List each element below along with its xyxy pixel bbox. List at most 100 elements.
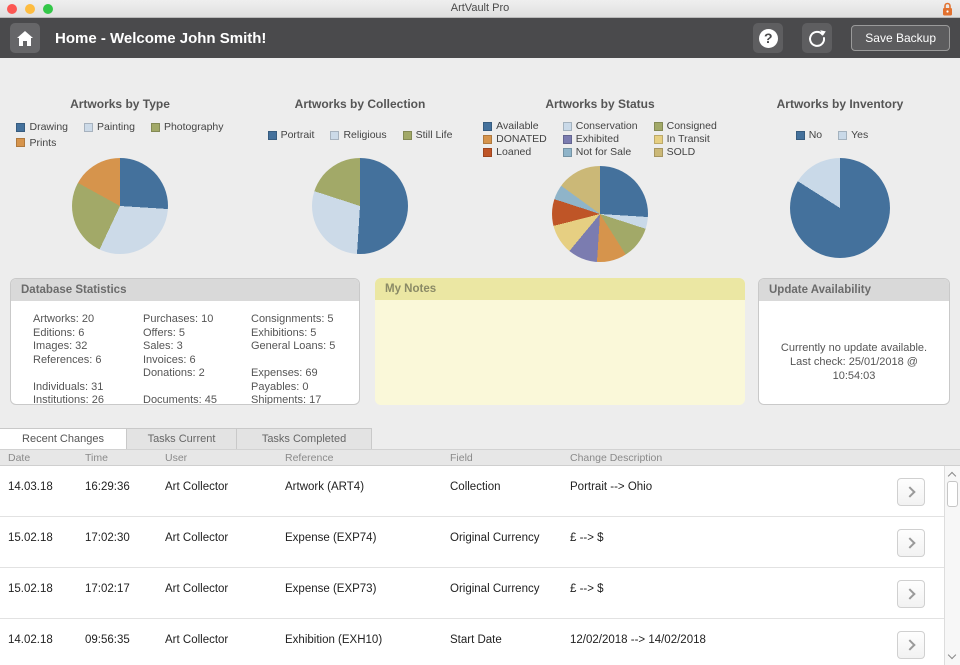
save-backup-button[interactable]: Save Backup <box>851 25 950 51</box>
legend-swatch <box>562 147 572 157</box>
refresh-button[interactable] <box>802 23 833 53</box>
help-button[interactable]: ? <box>753 23 784 53</box>
scroll-up-arrow[interactable] <box>947 470 957 481</box>
my-notes-panel: My Notes <box>375 278 745 405</box>
column-header-field: Field <box>450 451 473 464</box>
legend-swatch <box>150 122 160 132</box>
stat-line: Images: 32 <box>33 340 88 352</box>
cell-date: 14.02.18 <box>8 634 53 646</box>
table-row[interactable]: 14.02.18 09:56:35 Art Collector Exhibition … <box>0 619 944 665</box>
my-notes-input[interactable] <box>375 300 745 405</box>
legend-item-conservation: Conservation <box>562 120 638 132</box>
legend-item-drawing: Drawing <box>16 120 68 135</box>
legend-item-available: Available <box>483 120 539 132</box>
chart-legend: Available Conservation Consigned DONATED Exh… <box>480 120 720 158</box>
maximize-window-button[interactable] <box>43 4 53 14</box>
pie-artworks-by-status <box>552 166 648 262</box>
legend-item-not-for-sale: Not for Sale <box>562 146 631 158</box>
row-detail-button[interactable] <box>897 529 925 557</box>
tab-tasks-completed[interactable]: Tasks Completed <box>237 428 372 449</box>
cell-date: 15.02.18 <box>8 532 53 544</box>
legend-label: Exhibited <box>575 133 619 145</box>
update-message-line1: Currently no update available. <box>780 342 928 354</box>
legend-item-donated: DONATED <box>483 133 547 145</box>
my-notes-title: My Notes <box>375 278 745 300</box>
row-detail-button[interactable] <box>897 631 925 659</box>
update-availability-message: Currently no update available. Last chec… <box>759 301 949 383</box>
column-header-reference: Reference <box>285 451 334 464</box>
legend-swatch <box>795 130 805 140</box>
home-button[interactable] <box>10 23 40 53</box>
help-icon: ? <box>758 28 778 48</box>
legend-item-sold: SOLD <box>653 146 695 158</box>
stat-line: Individuals: 31 <box>33 380 104 393</box>
cell-reference: Expense (EXP74) <box>285 532 377 544</box>
stat-line <box>251 354 335 368</box>
legend-swatch <box>653 121 663 131</box>
chart-artworks-by-collection: Artworks by Collection Portrait Religious S… <box>240 58 480 278</box>
stat-line: Artworks: 20 <box>33 313 95 325</box>
close-window-button[interactable] <box>7 4 17 14</box>
cell-user: Art Collector <box>165 634 229 646</box>
pie-artworks-by-inventory <box>790 158 890 258</box>
cell-user: Art Collector <box>165 583 229 595</box>
cell-time: 09:56:35 <box>85 634 130 646</box>
cell-change-description: £ --> $ <box>570 583 604 595</box>
tab-tasks-current[interactable]: Tasks Current <box>127 428 237 449</box>
cell-reference: Expense (EXP73) <box>285 583 377 595</box>
refresh-icon <box>809 30 827 47</box>
cell-field: Collection <box>450 481 501 493</box>
legend-label: Photography <box>163 121 224 134</box>
legend-label: Religious <box>343 129 387 141</box>
legend-swatch <box>483 134 493 144</box>
legend-swatch <box>562 121 572 131</box>
legend-label: In Transit <box>666 133 710 145</box>
update-availability-panel: Update Availability Currently no update … <box>758 278 950 405</box>
scrollbar[interactable] <box>944 466 960 665</box>
chart-artworks-by-type: Artworks by Type Drawing Painting Photograp… <box>0 58 240 278</box>
legend-label: Prints <box>29 136 57 149</box>
chart-legend: Drawing Painting Photography Prints <box>0 120 240 150</box>
legend-swatch <box>653 147 663 157</box>
stat-line: Exhibitions: 5 <box>251 326 317 339</box>
legend-label: Painting <box>97 121 135 134</box>
recent-changes-table: 14.03.18 16:29:36 Art Collector Artwork (AR… <box>0 466 944 665</box>
window-title: ArtVault Pro <box>450 2 510 14</box>
cell-change-description: £ --> $ <box>570 532 604 544</box>
tab-recent-changes[interactable]: Recent Changes <box>0 428 127 449</box>
titlebar: ArtVault Pro <box>0 0 960 18</box>
chart-artworks-by-inventory: Artworks by Inventory No Yes <box>720 58 960 278</box>
page-title: Home - Welcome John Smith! <box>55 29 267 47</box>
cell-change-description: Portrait --> Ohio <box>570 481 653 493</box>
cell-time: 17:02:30 <box>85 532 130 544</box>
tab-bar: Recent Changes Tasks Current Tasks Complet… <box>0 428 960 449</box>
table-row[interactable]: 15.02.18 17:02:17 Art Collector Expense (EX… <box>0 568 944 619</box>
row-detail-button[interactable] <box>897 580 925 608</box>
stat-line: Shipments: 17 <box>251 394 322 405</box>
legend-item-in-transit: In Transit <box>653 133 710 145</box>
stat-line: Institutions: 26 <box>33 394 104 405</box>
app-header: Home - Welcome John Smith! ? Save Backup <box>0 18 960 58</box>
update-availability-title: Update Availability <box>759 279 949 301</box>
legend-swatch <box>84 122 93 132</box>
scroll-down-arrow[interactable] <box>947 650 957 661</box>
legend-swatch <box>267 130 277 140</box>
pie-artworks-by-type <box>72 158 168 254</box>
legend-label: Still Life <box>415 129 453 141</box>
scrollbar-thumb[interactable] <box>947 481 958 507</box>
stat-line: Editions: 6 <box>33 326 85 339</box>
minimize-window-button[interactable] <box>25 4 35 14</box>
chart-title: Artworks by Inventory <box>776 97 904 111</box>
legend-swatch <box>653 134 663 144</box>
row-detail-button[interactable] <box>897 478 925 506</box>
table-row[interactable]: 14.03.18 16:29:36 Art Collector Artwork (AR… <box>0 466 944 517</box>
table-row[interactable]: 15.02.18 17:02:30 Art Collector Expense (EX… <box>0 517 944 568</box>
legend-label: Drawing <box>29 121 68 134</box>
chevron-right-icon <box>904 486 916 498</box>
stat-line: Consignments: 5 <box>251 313 334 325</box>
legend-label: Loaned <box>496 146 532 158</box>
legend-swatch <box>562 134 572 144</box>
stat-line <box>33 367 143 381</box>
cell-date: 14.03.18 <box>8 481 53 493</box>
